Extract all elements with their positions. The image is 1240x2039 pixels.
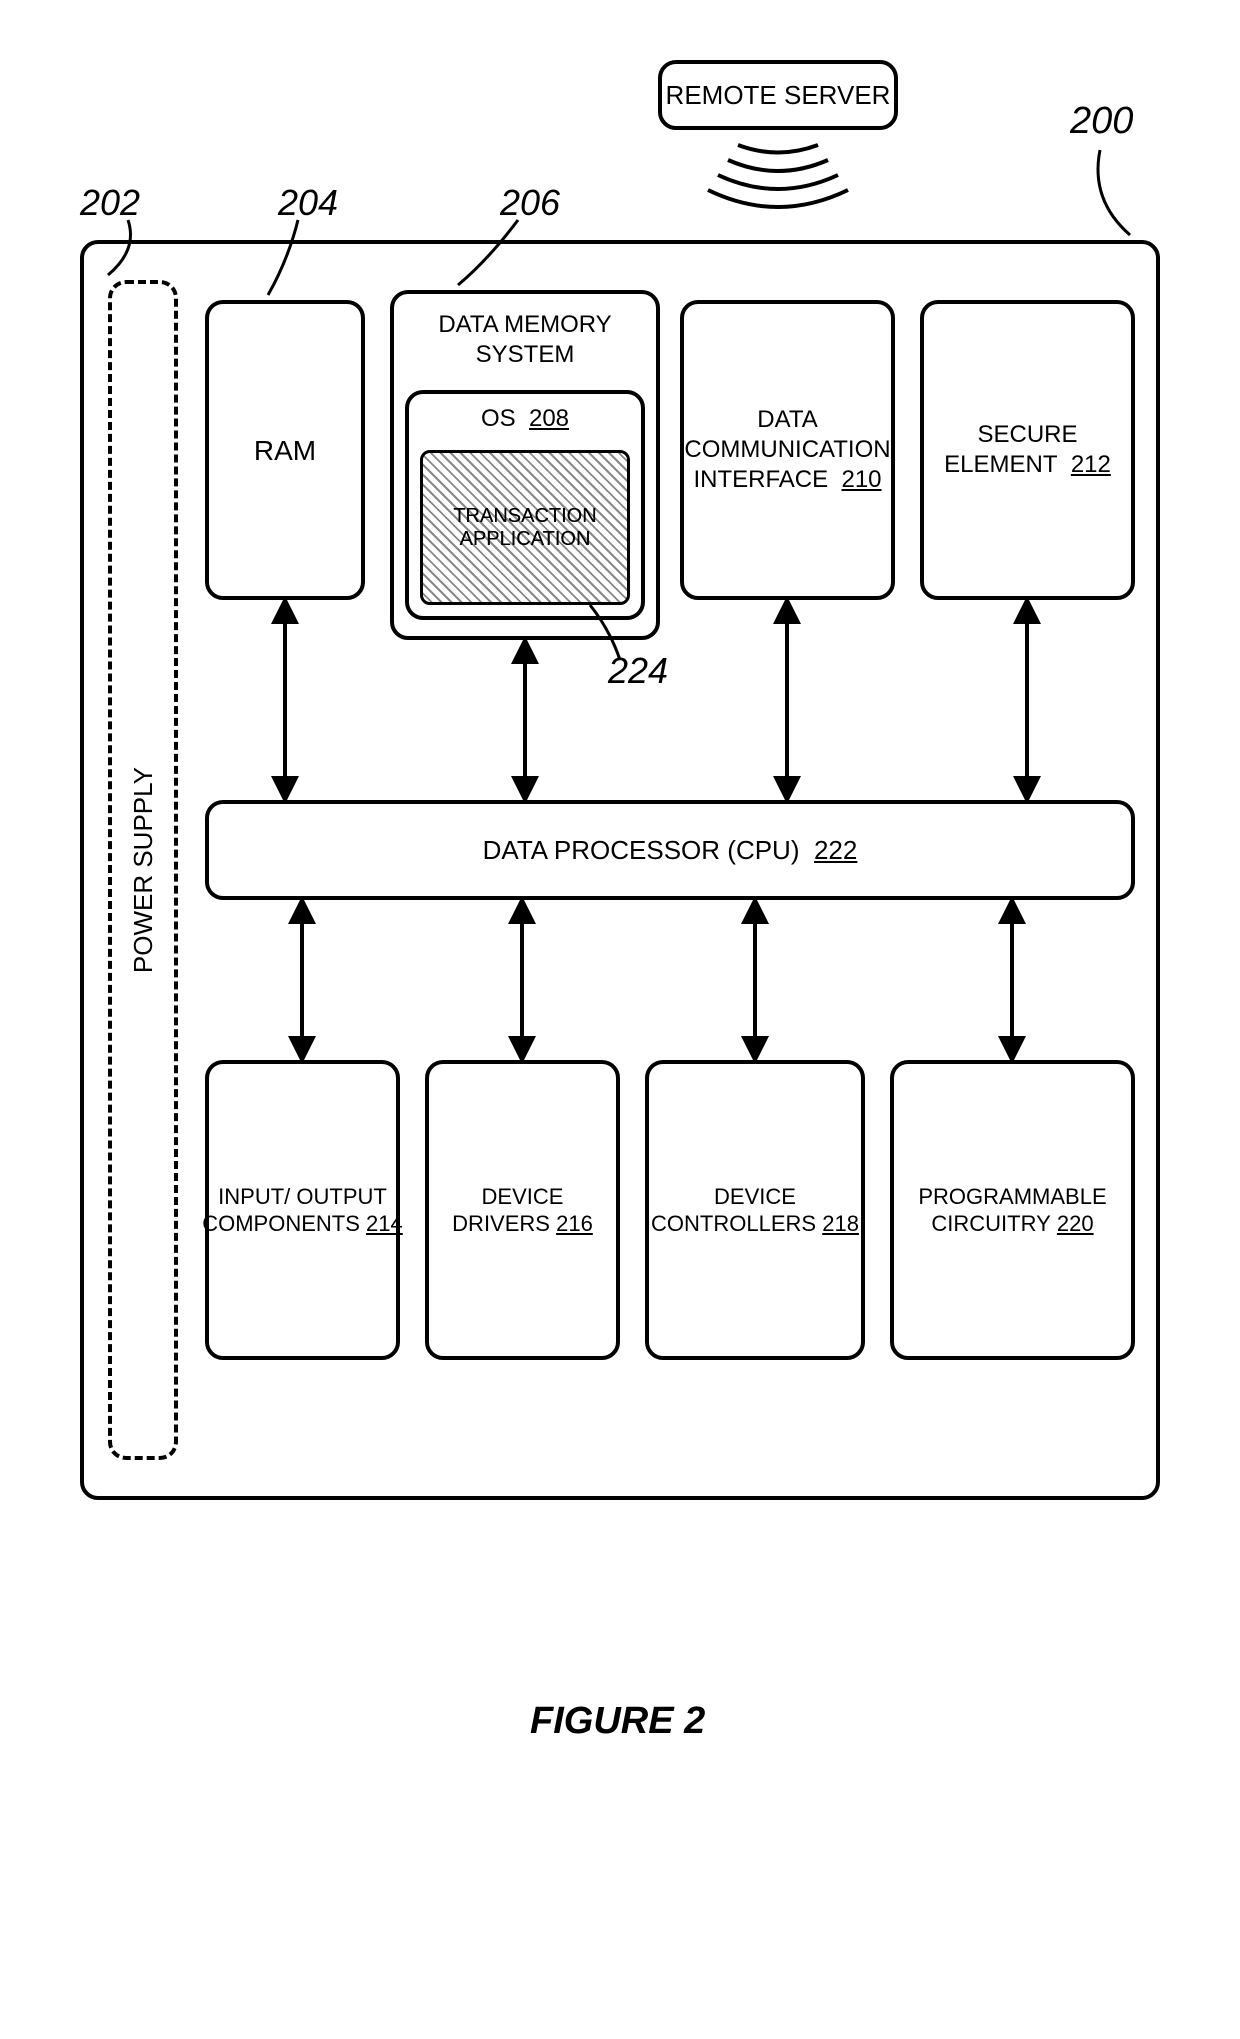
io-num: 214 bbox=[366, 1211, 403, 1236]
ctrl-l2: CONTROLLERS bbox=[651, 1211, 816, 1236]
ctrl-num: 218 bbox=[822, 1211, 859, 1236]
prog-l1: PROGRAMMABLE bbox=[918, 1183, 1106, 1211]
ram-box: RAM bbox=[205, 300, 365, 600]
callout-204: 204 bbox=[278, 182, 338, 224]
secure-l1: SECURE bbox=[977, 420, 1077, 450]
cpu-num: 222 bbox=[814, 834, 857, 867]
callout-224-text: 224 bbox=[608, 650, 668, 691]
secure-l2: ELEMENT bbox=[944, 451, 1057, 478]
dci-l2: COMMUNICATION bbox=[684, 435, 890, 465]
prog-l2: CIRCUITRY bbox=[931, 1211, 1050, 1236]
ctrl-l1: DEVICE bbox=[714, 1183, 796, 1211]
io-l2: COMPONENTS bbox=[202, 1211, 360, 1236]
dci-l1: DATA bbox=[757, 405, 817, 435]
txn-label-overlay-text: TRANSACTION APPLICATION bbox=[430, 505, 620, 551]
secure-l2-row: ELEMENT 212 bbox=[944, 450, 1111, 480]
dci-l3-row: INTERFACE 210 bbox=[693, 465, 881, 495]
os-label: OS bbox=[481, 405, 516, 432]
dci-l3: INTERFACE bbox=[693, 466, 828, 493]
callout-206: 206 bbox=[500, 182, 560, 224]
callout-206-text: 206 bbox=[500, 182, 560, 223]
drv-l2-row: DRIVERS 216 bbox=[452, 1210, 593, 1238]
data-comm-interface-box: DATA COMMUNICATION INTERFACE 210 bbox=[680, 300, 895, 600]
diagram-canvas: REMOTE SERVER 200 202 POWER SUPPLY RAM 2… bbox=[0, 0, 1240, 2039]
secure-num: 212 bbox=[1071, 451, 1111, 478]
power-supply-label: POWER SUPPLY bbox=[127, 767, 160, 973]
remote-server-box: REMOTE SERVER bbox=[658, 60, 898, 130]
secure-element-box: SECURE ELEMENT 212 bbox=[920, 300, 1135, 600]
io-l1: INPUT/ OUTPUT bbox=[218, 1183, 387, 1211]
drv-l2: DRIVERS bbox=[452, 1211, 550, 1236]
callout-204-text: 204 bbox=[278, 182, 338, 223]
device-controllers-box: DEVICE CONTROLLERS 218 bbox=[645, 1060, 865, 1360]
io-l2-row: COMPONENTS 214 bbox=[202, 1210, 403, 1238]
ram-label: RAM bbox=[254, 433, 316, 468]
callout-200-text: 200 bbox=[1070, 100, 1133, 142]
drv-l1: DEVICE bbox=[482, 1183, 564, 1211]
drv-num: 216 bbox=[556, 1211, 593, 1236]
ctrl-l2-row: CONTROLLERS 218 bbox=[651, 1210, 859, 1238]
power-supply-box: POWER SUPPLY bbox=[108, 280, 178, 1460]
callout-202: 202 bbox=[80, 182, 140, 224]
cpu-label: DATA PROCESSOR (CPU) bbox=[483, 834, 800, 867]
os-title-row: OS 208 bbox=[481, 404, 569, 434]
device-drivers-box: DEVICE DRIVERS 216 bbox=[425, 1060, 620, 1360]
os-num: 208 bbox=[529, 405, 569, 432]
figure-caption-text: FIGURE 2 bbox=[530, 1700, 705, 1742]
prog-num: 220 bbox=[1057, 1211, 1094, 1236]
callout-224: 224 bbox=[608, 650, 668, 692]
dci-num: 210 bbox=[841, 466, 881, 493]
prog-l2-row: CIRCUITRY 220 bbox=[931, 1210, 1093, 1238]
dms-title: DATA MEMORY SYSTEM bbox=[394, 310, 656, 370]
txn-label-overlay: TRANSACTION APPLICATION bbox=[420, 450, 630, 605]
cpu-box: DATA PROCESSOR (CPU) 222 bbox=[205, 800, 1135, 900]
callout-200: 200 bbox=[1070, 100, 1133, 143]
io-components-box: INPUT/ OUTPUT COMPONENTS 214 bbox=[205, 1060, 400, 1360]
remote-server-label: REMOTE SERVER bbox=[666, 79, 891, 112]
callout-202-text: 202 bbox=[80, 182, 140, 223]
programmable-circuitry-box: PROGRAMMABLE CIRCUITRY 220 bbox=[890, 1060, 1135, 1360]
figure-caption: FIGURE 2 bbox=[530, 1700, 705, 1743]
